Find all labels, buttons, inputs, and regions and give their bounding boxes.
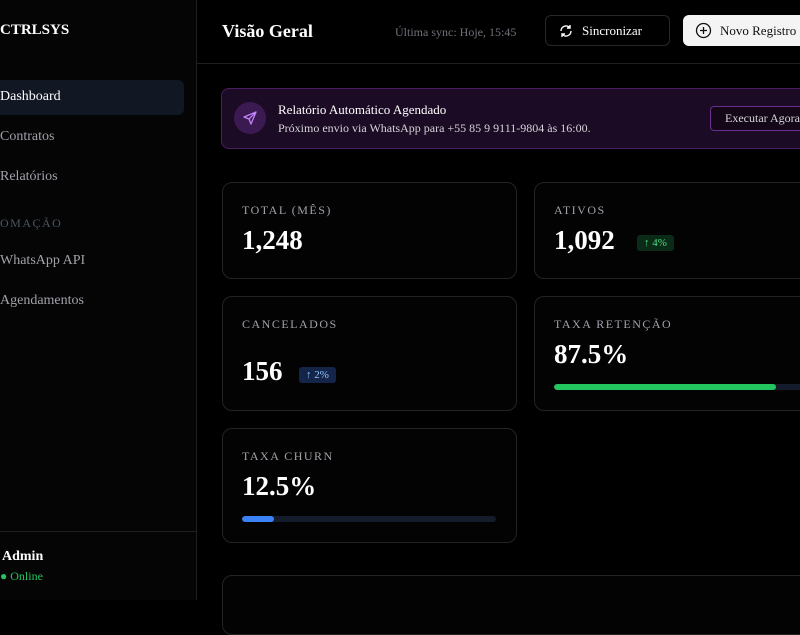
nav-item[interactable]: Dashboard xyxy=(0,89,61,104)
card xyxy=(222,575,800,635)
progress-fill xyxy=(242,516,274,522)
card xyxy=(222,182,517,279)
badge: ↑ 2% xyxy=(299,367,336,383)
nav-item[interactable]: Contratos xyxy=(0,129,55,144)
user-status: ● Online xyxy=(0,569,43,583)
sync-icon xyxy=(560,24,572,37)
stat-label: ATIVOS xyxy=(554,203,606,217)
stat-value: 1,248 xyxy=(242,225,303,255)
active-nav-bg xyxy=(0,80,184,115)
stat-label: TOTAL (MÊS) xyxy=(242,203,332,217)
button-label: Sincronizar xyxy=(582,22,642,38)
banner xyxy=(221,88,800,149)
banner-subtitle: Próximo envio via WhatsApp para +55 85 9… xyxy=(278,121,591,135)
page-title: Visão Geral xyxy=(222,21,313,41)
card xyxy=(534,182,800,279)
sync-info: Última sync: Hoje, 15:45 xyxy=(395,25,517,39)
progress-track xyxy=(242,516,496,522)
button-label: Novo Registro xyxy=(720,22,797,38)
sidebar-footer xyxy=(0,531,196,532)
nav-section: OMAÇÃO xyxy=(0,216,63,230)
stat-value: 1,092 xyxy=(554,225,615,255)
new-button[interactable]: Novo Registro xyxy=(683,15,800,46)
nav-item[interactable]: WhatsApp API xyxy=(0,253,86,268)
banner-title: Relatório Automático Agendado xyxy=(278,102,447,117)
stat-label: TAXA RETENÇÃO xyxy=(554,317,673,331)
card xyxy=(222,296,517,411)
banner-button[interactable]: Executar Agora xyxy=(710,106,800,131)
stat-value: 87.5% xyxy=(554,339,629,369)
plus-icon xyxy=(695,22,712,39)
brand: CTRLSYS xyxy=(0,22,70,38)
badge: ↑ 4% xyxy=(637,235,674,251)
stat-value: 12.5% xyxy=(242,471,317,501)
sync-button[interactable]: Sincronizar xyxy=(545,15,670,46)
progress-fill xyxy=(554,384,777,390)
nav-item[interactable]: Agendamentos xyxy=(0,293,84,308)
progress-track xyxy=(554,384,800,390)
nav-item[interactable]: Relatórios xyxy=(0,169,58,184)
stat-value: 156 xyxy=(242,356,283,386)
card xyxy=(222,428,517,543)
header xyxy=(197,0,800,64)
stat-label: TAXA CHURN xyxy=(242,449,334,463)
card xyxy=(534,296,800,411)
banner-icon xyxy=(234,102,266,134)
user-name: Admin xyxy=(2,549,44,564)
stat-label: CANCELADOS xyxy=(242,317,338,331)
